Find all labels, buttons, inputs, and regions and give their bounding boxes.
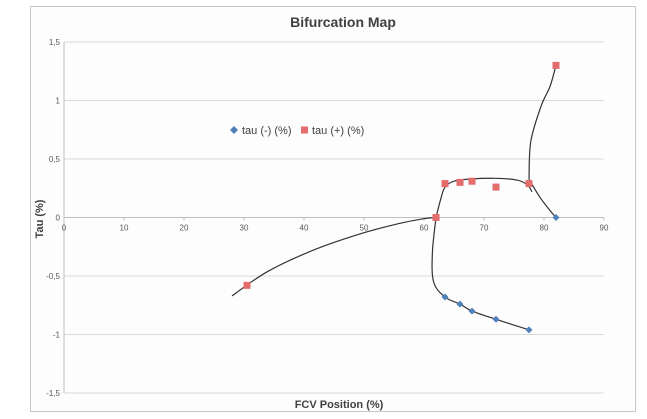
bifurcation-chart: Bifurcation Map 1,5 1 0,5 0 -0,5 -1 -1,5 0 10 20 3… bbox=[34, 14, 609, 411]
y-tick-label: -0,5 bbox=[46, 272, 60, 281]
x-tick-label: 30 bbox=[240, 224, 249, 233]
y-tick-label: 0 bbox=[56, 214, 61, 223]
chart-frame: Bifurcation Map 1,5 1 0,5 0 -0,5 -1 -1,5 0 10 20 3… bbox=[30, 6, 636, 412]
x-axis-title: FCV Position (%) bbox=[295, 399, 384, 411]
data-points bbox=[243, 61, 560, 334]
data-point-tau-plus bbox=[468, 177, 476, 185]
legend-label-tau-plus: tau (+) (%) bbox=[312, 125, 364, 137]
data-point-tau-plus bbox=[243, 281, 251, 289]
data-point-tau-plus bbox=[492, 183, 500, 191]
y-tick-label: 1,5 bbox=[49, 38, 61, 47]
fit-curve bbox=[231, 216, 437, 297]
x-tick-label: 0 bbox=[62, 224, 67, 233]
data-point-tau-plus bbox=[441, 180, 449, 188]
data-point-tau-minus bbox=[492, 315, 500, 323]
data-point-tau-plus bbox=[552, 61, 560, 69]
y-tick-label: -1,5 bbox=[46, 389, 60, 398]
axes: 1,5 1 0,5 0 -0,5 -1 -1,5 0 10 20 30 40 50 60 70 80 90 bbox=[46, 38, 609, 398]
fit-curves bbox=[231, 65, 557, 331]
x-tick-label: 80 bbox=[540, 224, 549, 233]
x-tick-label: 40 bbox=[300, 224, 309, 233]
legend-marker-tau-minus bbox=[230, 126, 238, 134]
y-tick-label: 0,5 bbox=[49, 155, 61, 164]
x-tick-label: 50 bbox=[360, 224, 369, 233]
y-axis-title: Tau (%) bbox=[34, 199, 46, 238]
data-point-tau-plus bbox=[456, 178, 464, 186]
x-tick-label: 10 bbox=[120, 224, 129, 233]
y-tick-label: -1 bbox=[53, 331, 61, 340]
data-point-tau-minus bbox=[468, 307, 476, 315]
data-point-tau-plus bbox=[432, 214, 440, 221]
legend: tau (-) (%) tau (+) (%) bbox=[230, 125, 364, 137]
fit-curve bbox=[431, 217, 530, 331]
fit-curve bbox=[435, 177, 533, 218]
data-point-tau-minus bbox=[525, 326, 533, 334]
fit-curve bbox=[528, 65, 557, 179]
legend-marker-tau-plus bbox=[301, 126, 308, 134]
x-tick-label: 20 bbox=[180, 224, 189, 233]
y-tick-label: 1 bbox=[56, 97, 61, 106]
chart-title: Bifurcation Map bbox=[290, 14, 396, 30]
data-point-tau-plus bbox=[525, 180, 533, 188]
data-point-tau-minus bbox=[552, 214, 560, 221]
x-tick-label: 90 bbox=[600, 224, 609, 233]
legend-label-tau-minus: tau (-) (%) bbox=[242, 125, 292, 137]
x-tick-label: 70 bbox=[480, 224, 489, 233]
x-tick-label: 60 bbox=[420, 224, 429, 233]
gridlines bbox=[64, 41, 604, 394]
data-point-tau-minus bbox=[441, 293, 449, 301]
fit-curve bbox=[528, 178, 557, 218]
data-point-tau-minus bbox=[456, 300, 464, 308]
